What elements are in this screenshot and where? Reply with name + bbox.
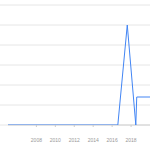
chart-root: 2008 2010 2012 2014 2016 2018 — [0, 0, 150, 150]
x-tick-label: 2010 — [50, 137, 61, 143]
grid-line — [0, 85, 150, 86]
line-series — [8, 25, 150, 125]
x-tick — [112, 125, 113, 127]
grid-line — [0, 65, 150, 66]
x-tick-label: 2014 — [88, 137, 99, 143]
grid-line — [0, 5, 150, 6]
x-tick-label: 2008 — [31, 137, 42, 143]
x-tick — [131, 125, 132, 127]
x-tick — [93, 125, 94, 127]
x-tick-label: 2016 — [107, 137, 118, 143]
grid-line — [0, 105, 150, 106]
x-tick-label: 2012 — [69, 137, 80, 143]
x-tick-label: 2018 — [126, 137, 137, 143]
grid-line — [0, 45, 150, 46]
x-tick — [74, 125, 75, 127]
chart: 2008 2010 2012 2014 2016 2018 — [0, 0, 150, 150]
x-tick — [55, 125, 56, 127]
plot-area — [8, 25, 150, 125]
x-tick — [36, 125, 37, 127]
